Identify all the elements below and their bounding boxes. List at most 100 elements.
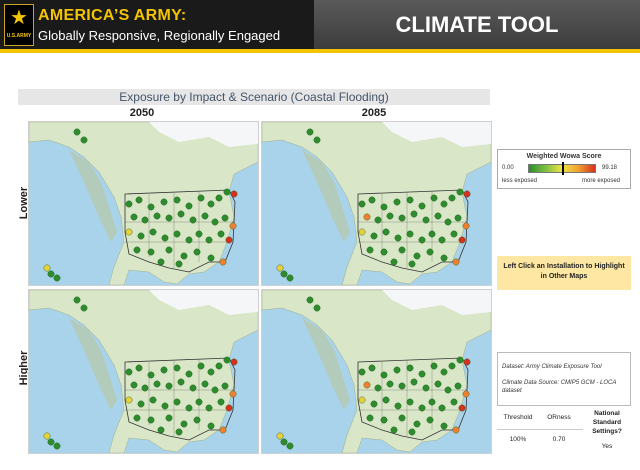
installation-dot-37[interactable] bbox=[426, 248, 434, 256]
installation-dot-24[interactable] bbox=[370, 400, 378, 408]
installation-dot-41[interactable] bbox=[390, 426, 398, 434]
installation-dot-19[interactable] bbox=[201, 212, 209, 220]
installation-dot-0[interactable] bbox=[73, 296, 81, 304]
installation-dot-40[interactable] bbox=[175, 428, 183, 436]
installation-dot-22[interactable] bbox=[462, 222, 470, 230]
installation-dot-3[interactable] bbox=[368, 364, 376, 372]
installation-dot-1[interactable] bbox=[313, 136, 321, 144]
installation-dot-20[interactable] bbox=[211, 218, 219, 226]
installation-dot-11[interactable] bbox=[223, 188, 231, 196]
installation-dot-36[interactable] bbox=[413, 252, 421, 260]
installation-dot-6[interactable] bbox=[406, 364, 414, 372]
installation-dot-11[interactable] bbox=[456, 356, 464, 364]
installation-dot-13[interactable] bbox=[130, 381, 138, 389]
installation-dot-3[interactable] bbox=[135, 196, 143, 204]
installation-dot-0[interactable] bbox=[306, 128, 314, 136]
installation-dot-28[interactable] bbox=[418, 404, 426, 412]
installation-dot-3[interactable] bbox=[135, 364, 143, 372]
installation-dot-3[interactable] bbox=[368, 196, 376, 204]
installation-dot-19[interactable] bbox=[201, 380, 209, 388]
installation-dot-14[interactable] bbox=[141, 384, 149, 392]
installation-dot-2[interactable] bbox=[358, 200, 366, 208]
installation-dot-4[interactable] bbox=[147, 371, 155, 379]
installation-dot-16[interactable] bbox=[398, 214, 406, 222]
installation-dot-17[interactable] bbox=[177, 210, 185, 218]
installation-dot-22[interactable] bbox=[229, 222, 237, 230]
installation-dot-33[interactable] bbox=[366, 414, 374, 422]
installation-dot-12[interactable] bbox=[463, 190, 471, 198]
installation-dot-32[interactable] bbox=[225, 236, 233, 244]
installation-dot-10[interactable] bbox=[215, 194, 223, 202]
installation-dot-36[interactable] bbox=[180, 420, 188, 428]
installation-dot-32[interactable] bbox=[458, 404, 466, 412]
installation-dot-29[interactable] bbox=[195, 398, 203, 406]
installation-dot-13[interactable] bbox=[363, 381, 371, 389]
installation-dot-34[interactable] bbox=[147, 248, 155, 256]
installation-dot-23[interactable] bbox=[358, 228, 366, 236]
installation-dot-32[interactable] bbox=[458, 236, 466, 244]
installation-dot-42[interactable] bbox=[43, 264, 51, 272]
installation-dot-24[interactable] bbox=[137, 232, 145, 240]
installation-dot-12[interactable] bbox=[230, 190, 238, 198]
installation-dot-40[interactable] bbox=[175, 260, 183, 268]
installation-dot-16[interactable] bbox=[165, 382, 173, 390]
installation-dot-27[interactable] bbox=[406, 398, 414, 406]
installation-dot-35[interactable] bbox=[165, 414, 173, 422]
installation-dot-44[interactable] bbox=[53, 274, 61, 282]
installation-dot-21[interactable] bbox=[454, 214, 462, 222]
installation-dot-32[interactable] bbox=[225, 404, 233, 412]
installation-dot-18[interactable] bbox=[422, 216, 430, 224]
installation-dot-25[interactable] bbox=[149, 396, 157, 404]
installation-dot-35[interactable] bbox=[398, 414, 406, 422]
installation-dot-35[interactable] bbox=[398, 246, 406, 254]
installation-dot-36[interactable] bbox=[413, 420, 421, 428]
installation-dot-26[interactable] bbox=[161, 402, 169, 410]
installation-dot-43[interactable] bbox=[47, 438, 55, 446]
installation-dot-8[interactable] bbox=[430, 194, 438, 202]
installation-dot-19[interactable] bbox=[434, 212, 442, 220]
installation-dot-11[interactable] bbox=[223, 356, 231, 364]
installation-dot-11[interactable] bbox=[456, 188, 464, 196]
installation-dot-39[interactable] bbox=[219, 426, 227, 434]
installation-dot-23[interactable] bbox=[125, 396, 133, 404]
installation-dot-23[interactable] bbox=[125, 228, 133, 236]
installation-dot-1[interactable] bbox=[80, 136, 88, 144]
installation-dot-7[interactable] bbox=[185, 202, 193, 210]
installation-dot-18[interactable] bbox=[422, 384, 430, 392]
installation-dot-21[interactable] bbox=[221, 382, 229, 390]
installation-dot-15[interactable] bbox=[153, 380, 161, 388]
installation-dot-44[interactable] bbox=[53, 442, 61, 450]
installation-dot-25[interactable] bbox=[382, 228, 390, 236]
installation-dot-8[interactable] bbox=[430, 362, 438, 370]
installation-dot-41[interactable] bbox=[390, 258, 398, 266]
installation-dot-39[interactable] bbox=[219, 258, 227, 266]
installation-dot-10[interactable] bbox=[448, 362, 456, 370]
installation-dot-36[interactable] bbox=[180, 252, 188, 260]
installation-dot-28[interactable] bbox=[418, 236, 426, 244]
installation-dot-31[interactable] bbox=[450, 230, 458, 238]
installation-dot-20[interactable] bbox=[444, 218, 452, 226]
installation-dot-2[interactable] bbox=[125, 200, 133, 208]
installation-dot-19[interactable] bbox=[434, 380, 442, 388]
installation-dot-9[interactable] bbox=[207, 200, 215, 208]
installation-dot-14[interactable] bbox=[374, 216, 382, 224]
installation-dot-9[interactable] bbox=[440, 200, 448, 208]
installation-dot-31[interactable] bbox=[217, 398, 225, 406]
installation-dot-5[interactable] bbox=[160, 198, 168, 206]
map-lower-2085[interactable] bbox=[261, 121, 492, 286]
installation-dot-0[interactable] bbox=[73, 128, 81, 136]
installation-dot-43[interactable] bbox=[280, 438, 288, 446]
installation-dot-17[interactable] bbox=[410, 210, 418, 218]
installation-dot-41[interactable] bbox=[157, 258, 165, 266]
installation-dot-4[interactable] bbox=[380, 371, 388, 379]
installation-dot-37[interactable] bbox=[426, 416, 434, 424]
installation-dot-39[interactable] bbox=[452, 426, 460, 434]
installation-dot-17[interactable] bbox=[410, 378, 418, 386]
installation-dot-27[interactable] bbox=[173, 398, 181, 406]
installation-dot-29[interactable] bbox=[428, 398, 436, 406]
map-higher-2050[interactable] bbox=[28, 289, 259, 454]
installation-dot-44[interactable] bbox=[286, 274, 294, 282]
installation-dot-7[interactable] bbox=[418, 370, 426, 378]
installation-dot-22[interactable] bbox=[462, 390, 470, 398]
installation-dot-6[interactable] bbox=[406, 196, 414, 204]
